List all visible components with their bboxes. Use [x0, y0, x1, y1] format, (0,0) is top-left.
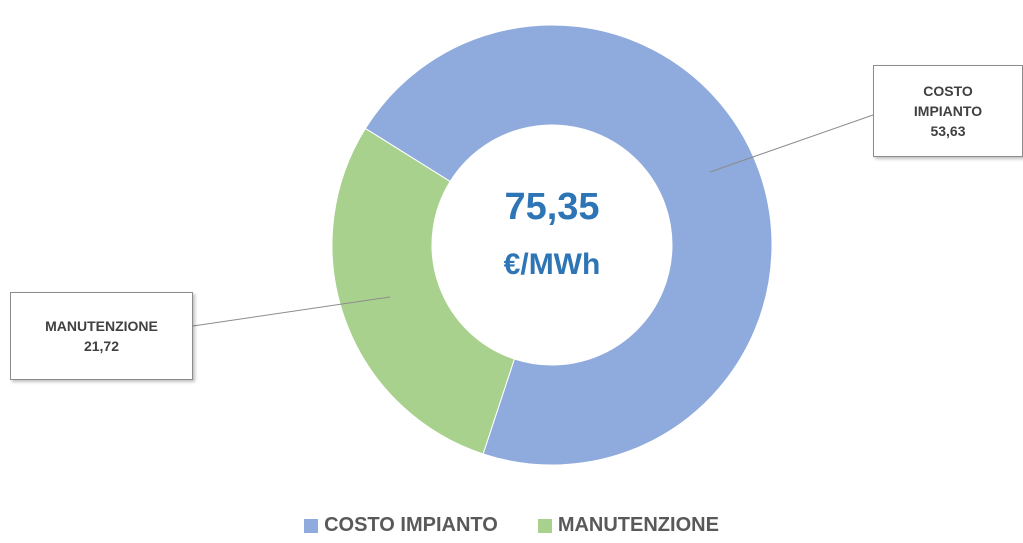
center-value: 75,35 [504, 186, 600, 228]
data-label: 21,72 [83, 338, 120, 354]
legend-item: MANUTENZIONE [537, 514, 719, 537]
data-label-category: MANUTENZIONE [45, 318, 158, 334]
legend: COSTO IMPIANTO MANUTENZIONE [0, 514, 1023, 537]
leader-line [192, 296, 391, 327]
data-label-category: COSTO IMPIANTO [913, 83, 983, 119]
data-label: 53,63 [930, 123, 966, 139]
legend-swatch [304, 518, 319, 533]
leader-line [709, 114, 874, 173]
data-label-box: COSTO IMPIANTO 53,63 [873, 65, 1023, 157]
legend-label: COSTO IMPIANTO [324, 514, 498, 536]
center-unit: €/MWh [503, 248, 601, 281]
donut-slice [331, 127, 516, 455]
legend-label: MANUTENZIONE [557, 514, 719, 536]
legend-swatch [537, 518, 552, 533]
data-label-box: MANUTENZIONE 21,72 [10, 292, 193, 380]
legend-item: COSTO IMPIANTO [304, 514, 498, 537]
donut-slice [364, 24, 773, 466]
